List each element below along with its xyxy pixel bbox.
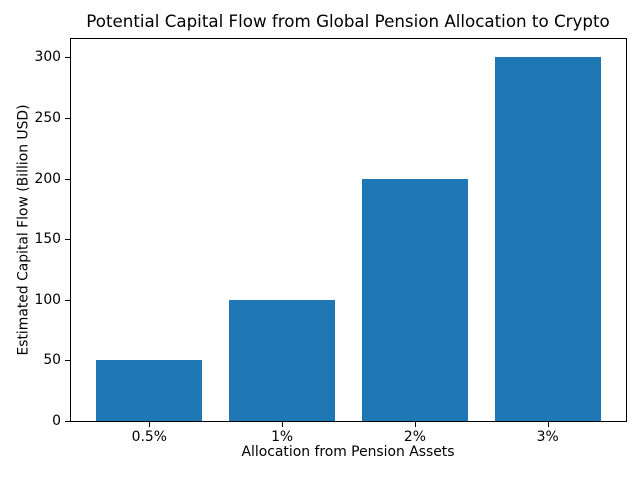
y-tick-mark (65, 421, 70, 422)
bar (494, 57, 601, 421)
y-tick-label: 100 (34, 291, 61, 308)
y-tick-mark (65, 239, 70, 241)
y-tick-mark (65, 117, 70, 119)
x-tick-label: 0.5% (131, 429, 167, 445)
y-tick-label: 0 (52, 413, 61, 429)
bar (96, 360, 203, 421)
bar (361, 178, 468, 421)
y-tick-mark (65, 360, 70, 362)
y-tick-label: 250 (34, 109, 61, 126)
x-tick-label: 2% (403, 429, 426, 445)
x-axis-label: Allocation from Pension Assets (241, 444, 455, 460)
y-tick-label: 50 (43, 352, 61, 369)
x-tick-mark (149, 422, 151, 427)
x-tick-label: 3% (536, 429, 559, 445)
bars-container (71, 39, 626, 421)
x-tick-mark (414, 422, 416, 427)
x-tick-label: 1% (271, 429, 294, 445)
chart-title: Potential Capital Flow from Global Pensi… (86, 11, 610, 31)
bar (229, 299, 336, 421)
plot-area (70, 38, 627, 422)
y-tick-mark (65, 57, 70, 59)
x-tick-mark (547, 422, 549, 427)
y-tick-label: 200 (34, 170, 61, 187)
y-tick-label: 150 (34, 231, 61, 248)
y-tick-mark (65, 178, 70, 180)
x-tick-mark (282, 422, 284, 427)
y-axis-label: Estimated Capital Flow (Billion USD) (15, 104, 32, 356)
y-tick-label: 300 (34, 49, 61, 66)
y-tick-mark (65, 299, 70, 301)
